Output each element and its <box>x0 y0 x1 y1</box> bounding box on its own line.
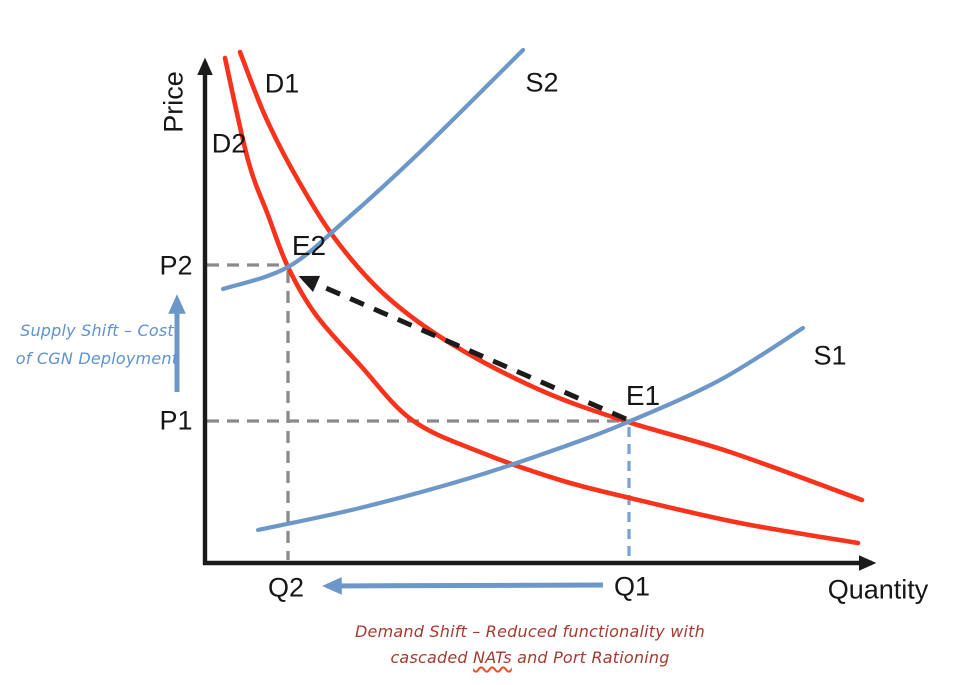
curve-s1 <box>255 325 806 533</box>
label-d1: D1 <box>264 68 300 99</box>
supply-shift-annotation: Supply Shift – Cost of CGN Deployment <box>16 317 178 373</box>
arrow-demand-shift <box>322 577 604 595</box>
demand-shift-annotation-line2: cascaded NATs and Port Rationing <box>390 646 669 670</box>
curve-d2 <box>222 55 861 546</box>
label-s1: S1 <box>813 340 847 371</box>
label-e1: E1 <box>625 380 661 411</box>
supply-shift-annotation-line1: Supply Shift – Cost <box>20 321 174 340</box>
label-quantity: Quantity <box>827 574 929 605</box>
label-price: Price <box>158 71 189 133</box>
label-e2: E2 <box>291 230 327 261</box>
demand-shift-annotation-line1: Demand Shift – Reduced functionality wit… <box>355 622 705 641</box>
label-q1: Q1 <box>613 571 651 602</box>
label-p2: P2 <box>159 250 193 281</box>
label-d2: D2 <box>211 128 247 159</box>
curve-s2 <box>220 47 526 292</box>
curve-d1 <box>237 49 865 503</box>
demand-shift-line2-suffix: and Port Rationing <box>511 648 670 667</box>
label-q2: Q2 <box>267 572 305 603</box>
label-s2: S2 <box>525 67 559 98</box>
label-p1: P1 <box>159 405 193 436</box>
demand-shift-line2-prefix: cascaded <box>390 648 474 667</box>
supply-shift-annotation-line2: of CGN Deployment <box>15 349 179 368</box>
arrow-e1-to-e2 <box>298 275 628 422</box>
misspelled-word-nats: NATs <box>473 648 512 667</box>
